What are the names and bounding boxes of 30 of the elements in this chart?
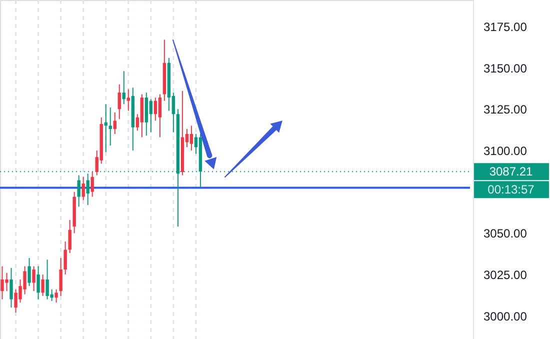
candlestick bbox=[154, 97, 158, 122]
candlestick bbox=[59, 257, 62, 297]
y-tick-label: 3050.00 bbox=[484, 226, 528, 241]
candlestick bbox=[10, 267, 13, 308]
candlestick bbox=[158, 94, 162, 138]
y-tick-label: 3025.00 bbox=[484, 268, 528, 282]
y-tick-label: 3150.00 bbox=[484, 61, 528, 76]
candlestick bbox=[77, 174, 80, 208]
candlestick bbox=[118, 84, 121, 120]
candlestick bbox=[149, 98, 153, 133]
candlestick bbox=[36, 266, 40, 300]
candlestick bbox=[68, 219, 72, 254]
candlestick bbox=[190, 125, 194, 151]
candlestick bbox=[32, 266, 36, 292]
candlestick bbox=[90, 171, 94, 198]
candlestick bbox=[54, 288, 58, 304]
candlestick bbox=[126, 88, 130, 112]
candlestick bbox=[41, 274, 44, 297]
candlestick bbox=[28, 257, 31, 287]
candlestick bbox=[64, 240, 67, 276]
ref-line-label: 3087.21 bbox=[489, 164, 534, 179]
candlestick bbox=[108, 106, 112, 146]
y-tick-label: 3175.00 bbox=[484, 20, 528, 34]
y-tick-label: 3100.00 bbox=[484, 144, 528, 158]
text: 00:13:57 bbox=[488, 182, 535, 197]
y-tick-label: 3000.00 bbox=[484, 309, 528, 324]
y-tick-label: 3125.00 bbox=[484, 102, 528, 117]
candlestick bbox=[113, 112, 116, 134]
candlestick bbox=[122, 70, 126, 105]
candlestick bbox=[82, 176, 85, 201]
